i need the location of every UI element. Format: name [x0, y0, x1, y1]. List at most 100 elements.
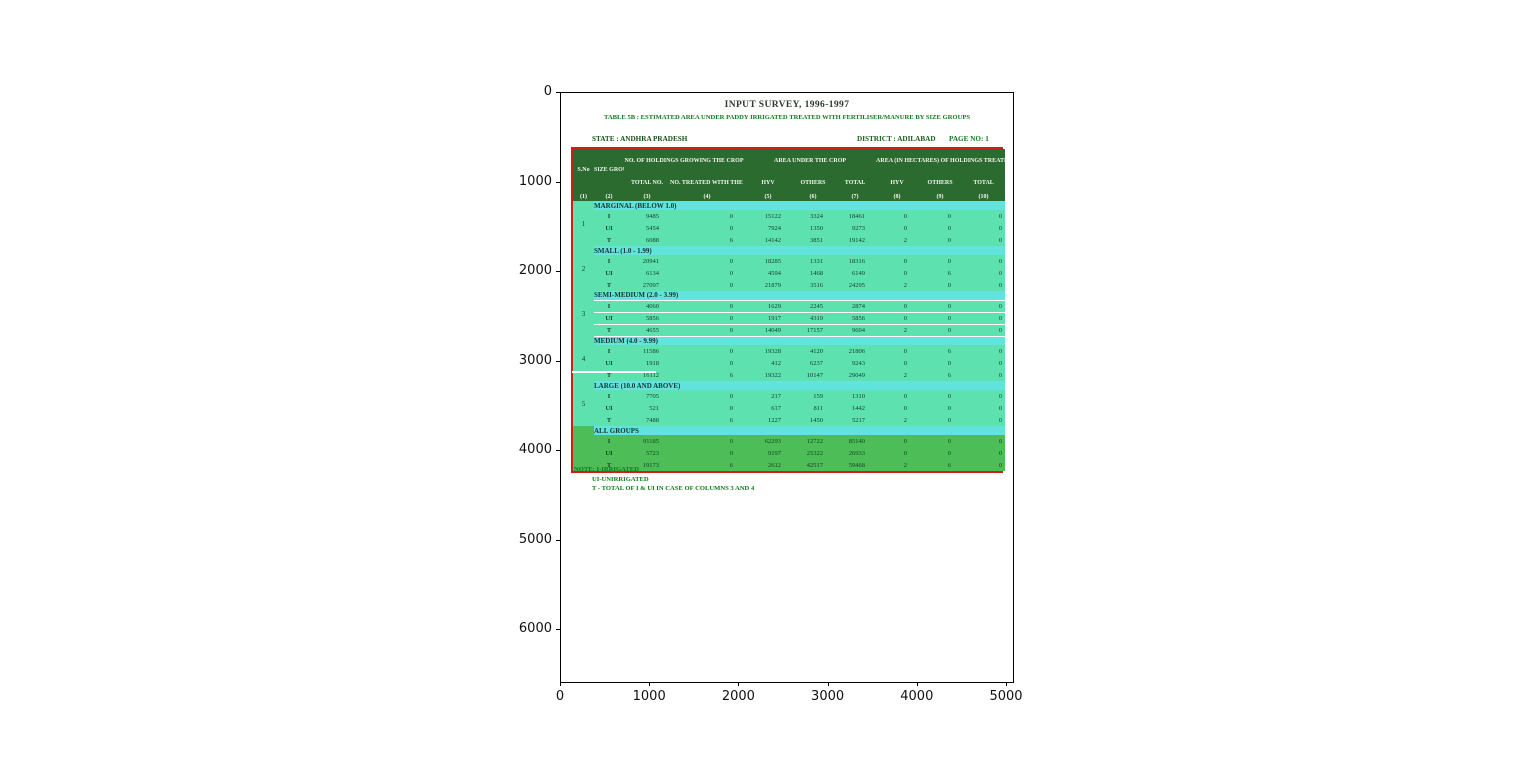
sno-cell: 3 [573, 291, 594, 336]
value-cell: 2 [876, 459, 919, 471]
value-cell: 20941 [624, 255, 670, 267]
value-cell: 6134 [624, 267, 670, 279]
value-cell: 5856 [834, 312, 877, 325]
table-row: I 20941 0 18285 1331 18316 0 0 0 [573, 255, 1006, 267]
table-row: T 27097 0 21879 3516 24295 2 0 0 [573, 279, 1006, 291]
value-cell: 0 [670, 390, 745, 402]
section-label: MARGINAL (BELOW 1.0) [594, 201, 1006, 210]
x-tick-label: 0 [555, 689, 565, 704]
row-type-cell: T [594, 234, 624, 246]
value-cell: 17157 [792, 324, 835, 337]
value-cell: 2 [876, 234, 919, 246]
value-cell: 0 [918, 447, 963, 459]
x-tick-label: 1000 [632, 689, 666, 704]
y-tick-label: 0 [543, 84, 552, 99]
value-cell: 0 [962, 234, 1006, 246]
value-cell: 7705 [624, 390, 670, 402]
plot-area: INPUT SURVEY, 1996-1997 TABLE 5B : ESTIM… [560, 92, 1014, 683]
sno-cell: 4 [573, 336, 594, 381]
table-row: T 4655 0 14049 17157 9604 2 0 0 [573, 324, 1006, 337]
row-type-cell: UI [594, 402, 624, 414]
x-tick-label: 3000 [811, 689, 845, 704]
value-cell: 6 [918, 369, 963, 381]
value-cell: 2612 [744, 459, 793, 471]
value-cell: 0 [876, 312, 919, 325]
header-sub-cell: HYV [876, 175, 919, 192]
column-number-cell: (2) [594, 192, 624, 201]
value-cell: 1917 [744, 312, 793, 325]
footnote-line: T - TOTAL OF I & UI IN CASE OF COLUMNS 3… [592, 485, 755, 493]
document-title: INPUT SURVEY, 1996-1997 [724, 100, 850, 110]
value-cell: 0 [670, 357, 745, 369]
value-cell: 0 [918, 435, 963, 447]
value-cell: 21806 [834, 345, 877, 357]
column-number-cell: (3) [624, 192, 670, 201]
value-cell: 6 [670, 234, 745, 246]
value-cell: 1629 [744, 299, 793, 313]
table-row: UI 5454 0 7924 1350 9273 0 0 0 [573, 222, 1006, 234]
row-type-cell: T [594, 324, 624, 337]
footnotes: NOTE: I-IRRIGATED UI-UNIRRIGATED T - TOT… [574, 465, 754, 494]
value-cell: 0 [962, 402, 1006, 414]
section-header-row: 1 MARGINAL (BELOW 1.0) [573, 201, 1006, 246]
y-tick-label: 4000 [518, 442, 552, 457]
column-number-cell: (9) [918, 192, 963, 201]
value-cell: 26933 [834, 447, 877, 459]
row-type-cell: I [594, 210, 624, 222]
value-cell: 0 [918, 402, 963, 414]
value-cell: 0 [876, 345, 919, 357]
value-cell: 0 [918, 210, 963, 222]
column-number-cell: (6) [792, 192, 835, 201]
value-cell: 0 [876, 447, 919, 459]
value-cell: 617 [744, 402, 793, 414]
value-cell: 3851 [792, 234, 835, 246]
value-cell: 0 [876, 390, 919, 402]
column-number-cell: (10) [962, 192, 1006, 201]
table-row: I 91185 0 62293 12722 85140 0 0 0 [573, 435, 1006, 447]
table-row: UI 1918 0 412 6237 9243 0 0 0 [573, 357, 1006, 369]
value-cell: 5856 [624, 312, 670, 325]
table-row: T 16112 6 19322 10147 29049 2 6 0 [573, 369, 1006, 381]
value-cell: 811 [792, 402, 835, 414]
value-cell: 0 [918, 222, 963, 234]
x-tick-mark [649, 682, 651, 686]
table-row: T 19173 6 2612 42517 59468 2 6 0 [573, 459, 1006, 471]
header-sub-cell: TOTAL [834, 175, 877, 192]
value-cell: 0 [962, 357, 1006, 369]
value-cell: 0 [670, 402, 745, 414]
header-group-cell: NO. OF HOLDINGS GROWING THE CROP [624, 149, 745, 175]
y-tick-mark [556, 271, 560, 272]
value-cell: 0 [670, 324, 745, 337]
section-label: SEMI-MEDIUM (2.0 - 3.99) [594, 291, 1006, 300]
value-cell: 0 [962, 369, 1006, 381]
value-cell: 0 [962, 255, 1006, 267]
row-type-cell: UI [594, 447, 624, 459]
value-cell: 21879 [744, 279, 793, 291]
value-cell: 5723 [624, 447, 670, 459]
value-cell: 3324 [792, 210, 835, 222]
y-tick-mark [556, 360, 560, 362]
value-cell: 0 [918, 390, 963, 402]
value-cell: 24295 [834, 279, 877, 291]
value-cell: 2 [876, 369, 919, 381]
value-cell: 9243 [834, 357, 877, 369]
header-sub-cell: TOTAL NO. [624, 175, 670, 192]
value-cell: 6 [918, 267, 963, 279]
sno-cell: 5 [573, 381, 594, 426]
row-type-cell: T [594, 279, 624, 291]
value-cell: 0 [670, 435, 745, 447]
value-cell: 19142 [834, 234, 877, 246]
value-cell: 14142 [744, 234, 793, 246]
column-number-cell: (8) [876, 192, 919, 201]
value-cell: 0 [918, 299, 963, 313]
value-cell: 12722 [792, 435, 835, 447]
table-row: UI 5723 0 9197 25322 26933 0 0 0 [573, 447, 1006, 459]
table-row: UI 6134 0 4594 1468 6149 0 6 0 [573, 267, 1006, 279]
x-tick-mark [916, 682, 918, 686]
table-row: T 6088 6 14142 3851 19142 2 0 0 [573, 234, 1006, 246]
x-tick-mark [1006, 682, 1007, 686]
value-cell: 2874 [834, 299, 877, 313]
value-cell: 11586 [624, 345, 670, 357]
